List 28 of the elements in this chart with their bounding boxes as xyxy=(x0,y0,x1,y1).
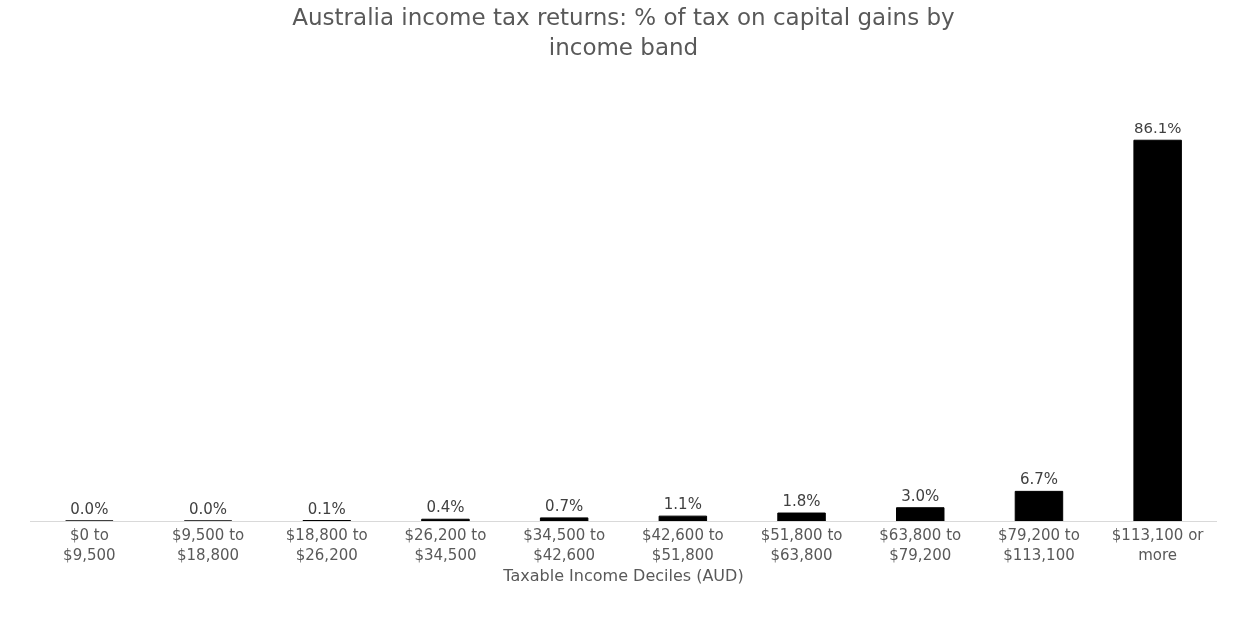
data-label: 1.1% xyxy=(663,495,702,514)
data-label: 0.1% xyxy=(307,499,346,518)
bar xyxy=(658,515,708,521)
data-label: 0.4% xyxy=(426,498,465,517)
bar xyxy=(1014,490,1064,521)
data-label: 3.0% xyxy=(901,486,940,505)
chart-title: Australia income tax returns: % of tax on capital gains by income band xyxy=(292,4,955,61)
data-label: 86.1% xyxy=(1133,119,1182,138)
x-tick-label: $79,200 to $113,100 xyxy=(998,526,1080,564)
bar xyxy=(777,512,826,521)
data-label: 0.0% xyxy=(189,500,228,518)
x-tick-label: $113,100 or more xyxy=(1111,526,1205,564)
x-tick-label: $0 to $9,500 xyxy=(63,526,116,564)
data-label: 0.0% xyxy=(70,500,109,518)
x-tick-label: $9,500 to $18,800 xyxy=(171,526,245,564)
x-tick-label: $26,200 to $34,500 xyxy=(404,526,487,564)
bar xyxy=(539,517,589,521)
x-tick-label: $51,800 to $63,800 xyxy=(760,526,843,564)
x-axis-title: Taxable Income Deciles (AUD) xyxy=(502,565,744,585)
x-tick-label: $34,500 to $42,600 xyxy=(523,526,606,564)
bar xyxy=(896,507,945,521)
data-label: 0.7% xyxy=(545,496,584,515)
data-label: 1.8% xyxy=(782,492,821,511)
x-tick-label: $42,600 to $51,800 xyxy=(641,526,724,564)
x-tick-label: $63,800 to $79,200 xyxy=(879,526,962,564)
bar xyxy=(1133,139,1182,521)
x-tick-label: $18,800 to $26,200 xyxy=(285,526,368,564)
data-label: 6.7% xyxy=(1019,470,1058,489)
